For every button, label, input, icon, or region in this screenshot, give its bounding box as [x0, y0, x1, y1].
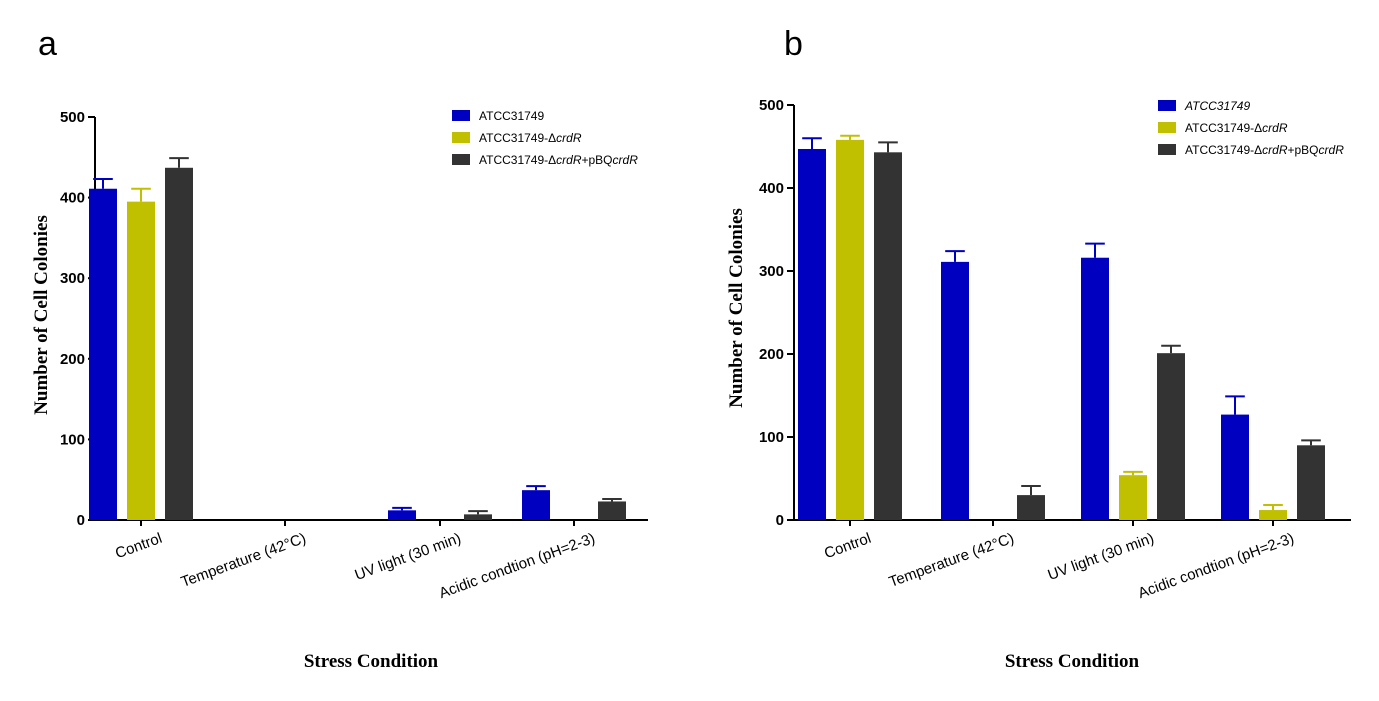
bar-2 — [1259, 510, 1287, 520]
panel-label: a — [38, 25, 57, 63]
x-tick-label: Temperature (42°C) — [179, 530, 309, 591]
y-tick-label: 500 — [60, 109, 85, 126]
bar-2 — [1119, 475, 1147, 520]
x-axis-label: Stress Condition — [1005, 651, 1140, 672]
y-axis-label: Number of Cell Colonies — [726, 208, 747, 408]
legend-swatch — [1158, 122, 1176, 133]
x-axis-label: Stress Condition — [304, 651, 439, 672]
x-tick-label: Control — [822, 530, 873, 563]
y-tick-label: 400 — [759, 180, 784, 197]
bar-3 — [464, 514, 492, 520]
chart-panel-b: b Number of Cell Colonies Stress Conditi… — [726, 25, 1351, 672]
chart-panel-a: a Number of Cell Colonies Stress Conditi… — [31, 25, 648, 672]
legend-label: ATCC31749-ΔcrdR — [479, 131, 582, 145]
x-tick-label: Control — [113, 530, 164, 563]
legend-label: ATCC31749-ΔcrdR+pBQcrdR — [1185, 143, 1344, 157]
bar-3 — [1157, 353, 1185, 520]
y-tick-label: 300 — [759, 263, 784, 280]
bar-3 — [874, 152, 902, 520]
legend-swatch — [452, 110, 470, 121]
y-axis-label: Number of Cell Colonies — [31, 215, 52, 415]
y-tick-label: 500 — [759, 97, 784, 114]
legend-swatch — [452, 132, 470, 143]
bar-3 — [1297, 445, 1325, 520]
bar-1 — [798, 148, 826, 521]
legend-swatch — [452, 154, 470, 165]
legend-label: ATCC31749 — [1184, 99, 1250, 113]
panel-label: b — [784, 25, 803, 63]
y-tick-label: 0 — [776, 512, 784, 529]
y-tick-label: 0 — [77, 512, 85, 529]
bar-2 — [127, 201, 155, 520]
x-tick-label: Acidic condtion (pH=2-3) — [1136, 530, 1297, 602]
y-tick-label: 100 — [759, 429, 784, 446]
bar-3 — [598, 501, 626, 520]
bar-1 — [522, 490, 550, 520]
legend-label: ATCC31749 — [479, 109, 544, 123]
y-tick-label: 200 — [759, 346, 784, 363]
legend-swatch — [1158, 100, 1176, 111]
legend-label: ATCC31749-ΔcrdR — [1185, 121, 1288, 135]
bar-2 — [836, 139, 864, 521]
bar-1 — [1081, 257, 1109, 520]
bar-1 — [1221, 414, 1249, 520]
plot-area: 0 100 200 300 400 500 Control Temperature (42°C… — [759, 97, 1351, 602]
x-tick-label: UV light (30 min) — [1046, 530, 1157, 584]
bar-1 — [388, 510, 416, 520]
y-tick-label: 400 — [60, 190, 85, 207]
y-tick-label: 300 — [60, 270, 85, 287]
bar-1 — [89, 188, 117, 520]
bar-3 — [165, 167, 193, 520]
x-tick-label: UV light (30 min) — [353, 530, 464, 584]
bar-3 — [1017, 495, 1045, 520]
bar-1 — [941, 261, 969, 520]
y-tick-label: 200 — [60, 351, 85, 368]
x-tick-label: Temperature (42°C) — [887, 530, 1017, 591]
y-tick-label: 100 — [60, 431, 85, 448]
legend-swatch — [1158, 144, 1176, 155]
legend-label: ATCC31749-ΔcrdR+pBQcrdR — [479, 153, 638, 167]
plot-area: 0 100 200 300 400 500 Control Temperature (42°C… — [60, 109, 648, 602]
